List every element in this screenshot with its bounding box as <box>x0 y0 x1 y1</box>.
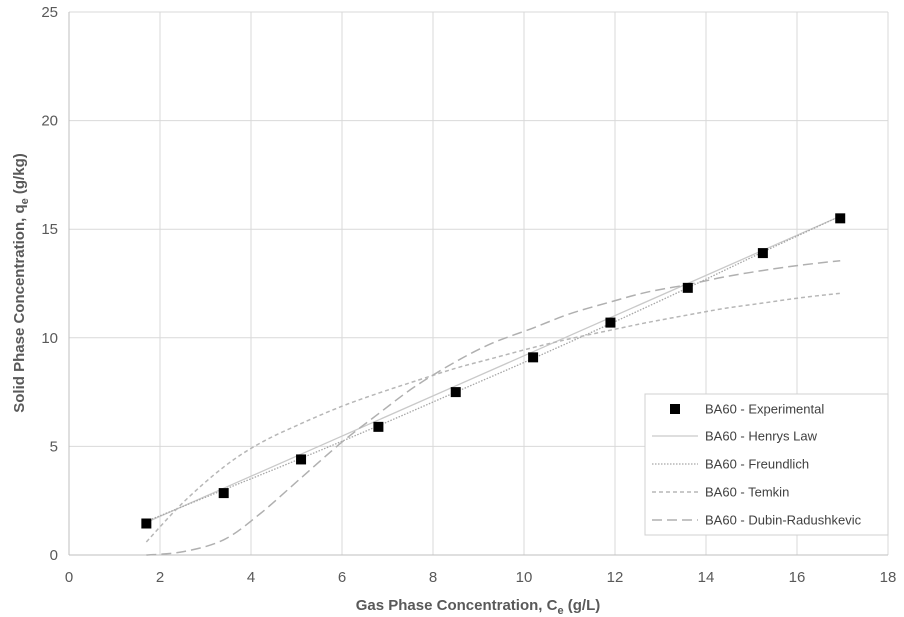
series-line-freundlich <box>146 215 841 522</box>
x-tick-label: 2 <box>156 569 164 586</box>
legend-label: BA60 - Dubin-Radushkevic <box>705 513 862 528</box>
y-tick-label: 20 <box>41 113 58 130</box>
y-tick-label: 15 <box>41 221 58 238</box>
data-point <box>835 213 846 224</box>
legend-item-temkin: BA60 - Temkin <box>652 485 789 500</box>
legend: BA60 - Experimental BA60 - Henrys Law BA60… <box>644 393 889 536</box>
legend-item-marker: BA60 - Experimental <box>670 402 824 417</box>
series-line-henry <box>146 215 841 524</box>
x-tick-label: 8 <box>429 569 437 586</box>
x-tick-label: 4 <box>247 569 255 586</box>
x-tick-label: 14 <box>698 569 715 586</box>
legend-item-dubin: BA60 - Dubin-Radushkevic <box>652 513 862 528</box>
x-tick-labels: 0 2 4 6 8 10 12 14 16 18 <box>65 569 897 586</box>
data-point <box>296 454 307 465</box>
y-axis-title: Solid Phase Concentration, qe (g/kg) <box>11 153 31 412</box>
legend-label: BA60 - Temkin <box>705 485 789 500</box>
data-point <box>605 317 616 328</box>
data-point <box>141 518 152 529</box>
y-tick-label: 25 <box>41 4 58 21</box>
legend-label: BA60 - Experimental <box>705 402 824 417</box>
legend-marker <box>670 404 680 414</box>
legend-label: BA60 - Freundlich <box>705 457 809 472</box>
legend-label: BA60 - Henrys Law <box>705 429 818 444</box>
legend-item-henry: BA60 - Henrys Law <box>652 429 818 444</box>
x-tick-label: 6 <box>338 569 346 586</box>
x-tick-label: 18 <box>880 569 897 586</box>
data-point <box>682 282 693 293</box>
legend-item-freundlich: BA60 - Freundlich <box>652 457 809 472</box>
series-line-dubin <box>146 259 841 556</box>
data-point <box>373 421 384 432</box>
axes <box>68 12 888 556</box>
y-tick-label: 10 <box>41 330 58 347</box>
data-point <box>450 387 461 398</box>
series-layer <box>141 213 846 556</box>
x-tick-label: 0 <box>65 569 73 586</box>
x-tick-label: 10 <box>516 569 533 586</box>
data-point <box>528 352 539 363</box>
x-axis-title: Gas Phase Concentration, Ce (g/L) <box>356 597 601 617</box>
data-point <box>757 248 768 259</box>
grid-lines <box>69 11 889 555</box>
x-tick-label: 12 <box>607 569 624 586</box>
y-tick-labels: 0 5 10 15 20 25 <box>41 4 58 564</box>
y-tick-label: 5 <box>50 438 58 455</box>
data-point <box>218 488 229 499</box>
x-tick-label: 16 <box>789 569 806 586</box>
y-tick-label: 0 <box>50 547 58 564</box>
